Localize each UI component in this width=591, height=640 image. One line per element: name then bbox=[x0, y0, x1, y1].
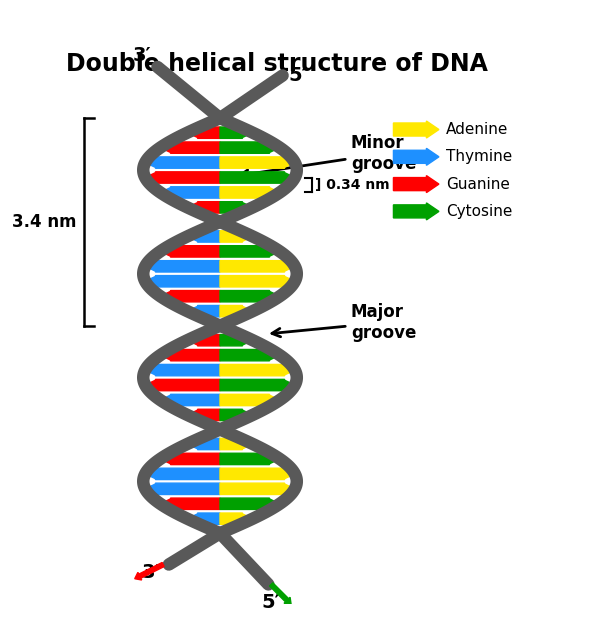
FancyArrow shape bbox=[220, 172, 295, 183]
FancyArrow shape bbox=[220, 231, 253, 242]
FancyArrow shape bbox=[160, 246, 220, 257]
FancyArrow shape bbox=[187, 438, 220, 450]
FancyArrow shape bbox=[220, 335, 253, 346]
FancyArrow shape bbox=[394, 203, 439, 220]
FancyArrow shape bbox=[220, 364, 295, 376]
Text: Major
groove: Major groove bbox=[272, 303, 416, 342]
FancyArrow shape bbox=[220, 246, 280, 257]
FancyArrow shape bbox=[145, 483, 220, 495]
Text: 3.4 nm: 3.4 nm bbox=[12, 213, 77, 231]
FancyArrow shape bbox=[145, 380, 220, 391]
Text: 3′: 3′ bbox=[133, 46, 152, 65]
FancyArrow shape bbox=[220, 305, 253, 317]
FancyArrow shape bbox=[145, 468, 220, 479]
FancyArrow shape bbox=[145, 260, 220, 272]
FancyArrow shape bbox=[220, 483, 295, 495]
FancyArrow shape bbox=[187, 202, 220, 213]
FancyArrow shape bbox=[220, 468, 295, 479]
FancyArrow shape bbox=[187, 335, 220, 346]
Text: 3′: 3′ bbox=[142, 563, 160, 582]
FancyArrow shape bbox=[220, 498, 280, 509]
FancyArrow shape bbox=[145, 157, 220, 168]
Text: Cytosine: Cytosine bbox=[446, 204, 512, 219]
Text: Thymine: Thymine bbox=[446, 149, 512, 164]
FancyArrow shape bbox=[220, 453, 280, 465]
FancyArrow shape bbox=[187, 513, 220, 524]
FancyArrow shape bbox=[187, 305, 220, 317]
FancyArrow shape bbox=[160, 498, 220, 509]
FancyArrow shape bbox=[187, 127, 220, 138]
Text: 5′: 5′ bbox=[262, 593, 281, 612]
FancyArrow shape bbox=[160, 349, 220, 361]
FancyArrow shape bbox=[160, 394, 220, 406]
FancyArrow shape bbox=[220, 380, 295, 391]
Text: Double helical structure of DNA: Double helical structure of DNA bbox=[66, 52, 488, 76]
Text: Minor
groove: Minor groove bbox=[240, 134, 416, 178]
FancyArrow shape bbox=[160, 453, 220, 465]
FancyArrow shape bbox=[220, 187, 280, 198]
FancyArrow shape bbox=[220, 127, 253, 138]
FancyArrow shape bbox=[220, 349, 280, 361]
FancyArrow shape bbox=[220, 142, 280, 154]
Text: Adenine: Adenine bbox=[446, 122, 508, 137]
FancyArrow shape bbox=[220, 394, 280, 406]
Text: ] 0.34 nm: ] 0.34 nm bbox=[315, 178, 389, 192]
FancyArrow shape bbox=[220, 291, 280, 302]
FancyArrow shape bbox=[394, 121, 439, 138]
FancyArrow shape bbox=[220, 157, 295, 168]
FancyArrow shape bbox=[220, 202, 253, 213]
FancyArrow shape bbox=[160, 291, 220, 302]
FancyArrow shape bbox=[160, 187, 220, 198]
FancyArrow shape bbox=[145, 364, 220, 376]
FancyArrow shape bbox=[220, 276, 295, 287]
FancyArrow shape bbox=[160, 142, 220, 154]
Text: Guanine: Guanine bbox=[446, 177, 509, 191]
FancyArrow shape bbox=[135, 563, 164, 580]
FancyArrow shape bbox=[269, 583, 291, 604]
FancyArrow shape bbox=[394, 148, 439, 165]
FancyArrow shape bbox=[220, 260, 295, 272]
FancyArrow shape bbox=[187, 231, 220, 242]
Text: 5′: 5′ bbox=[288, 66, 307, 85]
FancyArrow shape bbox=[220, 513, 253, 524]
FancyArrow shape bbox=[145, 172, 220, 183]
FancyArrow shape bbox=[145, 276, 220, 287]
FancyArrow shape bbox=[220, 438, 253, 450]
FancyArrow shape bbox=[187, 409, 220, 420]
FancyArrow shape bbox=[394, 175, 439, 193]
FancyArrow shape bbox=[220, 409, 253, 420]
